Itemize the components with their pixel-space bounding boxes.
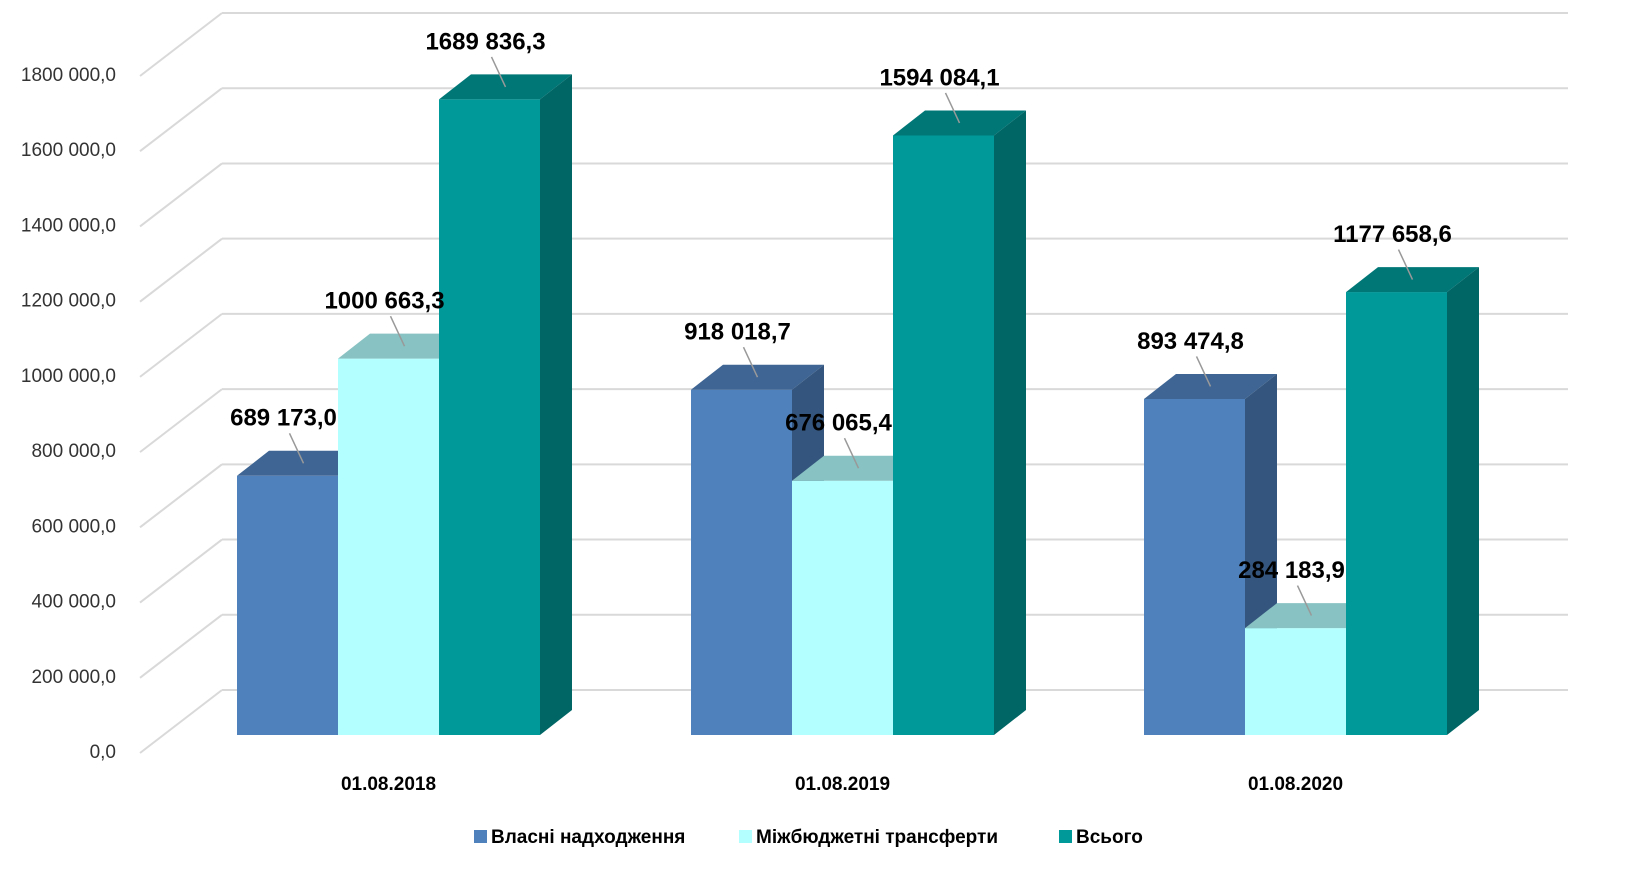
bar-side bbox=[1447, 267, 1479, 735]
data-label: 1000 663,3 bbox=[324, 287, 444, 314]
x-tick-label: 01.08.2020 bbox=[1248, 774, 1343, 795]
data-label: 918 018,7 bbox=[684, 319, 791, 346]
grid-line bbox=[139, 538, 223, 604]
y-tick-label: 1200 000,0 bbox=[21, 291, 116, 312]
y-tick-label: 1600 000,0 bbox=[21, 140, 116, 161]
data-label: 676 065,4 bbox=[785, 410, 892, 437]
bar-front bbox=[338, 358, 439, 735]
bar-front bbox=[1245, 628, 1346, 735]
bar-front bbox=[439, 99, 540, 736]
leader-line bbox=[288, 432, 305, 464]
y-tick-label: 1800 000,0 bbox=[21, 65, 116, 86]
legend-label: Міжбюджетні трансферти bbox=[756, 827, 998, 848]
data-label: 284 183,9 bbox=[1238, 557, 1345, 584]
grid-line bbox=[139, 237, 223, 303]
leader-line bbox=[843, 437, 860, 469]
y-tick-label: 0,0 bbox=[90, 742, 116, 763]
y-tick-label: 200 000,0 bbox=[31, 667, 116, 688]
legend-label: Всього bbox=[1076, 827, 1143, 848]
leader-line bbox=[944, 92, 961, 124]
legend-swatch bbox=[1059, 830, 1072, 843]
leader-line bbox=[1296, 585, 1313, 616]
data-label: 1177 658,6 bbox=[1333, 221, 1452, 248]
data-label: 893 474,8 bbox=[1137, 328, 1244, 355]
bar-front bbox=[893, 135, 994, 735]
leader-line bbox=[742, 346, 759, 378]
bar-front bbox=[691, 389, 792, 735]
grid-line bbox=[139, 689, 223, 754]
bar-side bbox=[994, 110, 1026, 735]
bar-front bbox=[237, 475, 338, 735]
x-tick-label: 01.08.2018 bbox=[341, 774, 436, 795]
leader-line bbox=[490, 56, 507, 88]
y-tick-label: 1400 000,0 bbox=[21, 215, 116, 236]
legend-label: Власні надходження bbox=[491, 827, 685, 848]
y-tick-label: 600 000,0 bbox=[31, 516, 116, 537]
grid-line bbox=[139, 162, 223, 228]
leader-line bbox=[1195, 356, 1212, 387]
legend-swatch bbox=[474, 830, 487, 843]
bar-front bbox=[1144, 398, 1245, 735]
grid-line bbox=[139, 313, 223, 378]
leader-line bbox=[389, 315, 406, 347]
bar-side bbox=[540, 74, 572, 736]
grid-line bbox=[139, 613, 223, 679]
bar-front bbox=[792, 480, 893, 735]
grid-line bbox=[139, 463, 223, 529]
grid-line bbox=[139, 87, 223, 153]
leader-line bbox=[1397, 249, 1414, 280]
data-label: 1594 084,1 bbox=[879, 64, 999, 91]
data-label: 689 173,0 bbox=[230, 405, 337, 432]
y-tick-label: 800 000,0 bbox=[31, 441, 116, 462]
grid-line bbox=[139, 388, 223, 453]
x-tick-label: 01.08.2019 bbox=[795, 774, 890, 795]
data-label: 1689 836,3 bbox=[425, 28, 545, 55]
grid-line bbox=[139, 12, 223, 77]
y-tick-label: 1000 000,0 bbox=[21, 366, 116, 387]
y-tick-label: 400 000,0 bbox=[31, 592, 116, 613]
bar-front bbox=[1346, 292, 1447, 735]
legend-swatch bbox=[739, 830, 752, 843]
